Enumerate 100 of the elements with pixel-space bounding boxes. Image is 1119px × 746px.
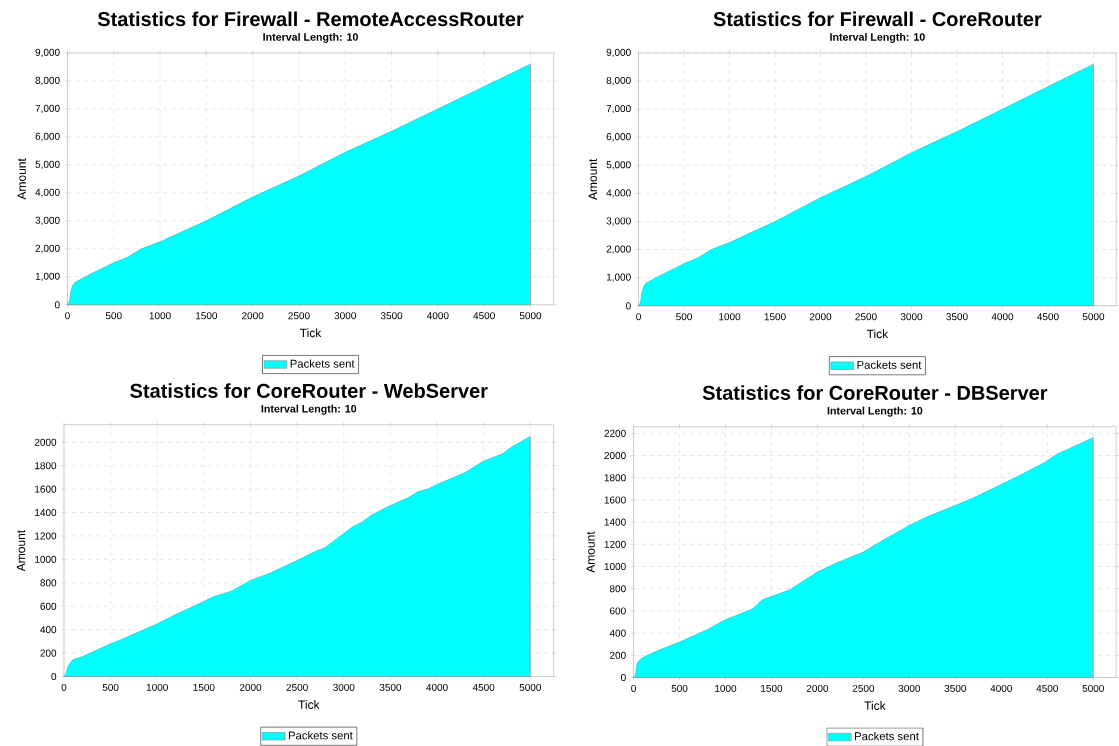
x-tick-label: 4000 bbox=[426, 311, 449, 320]
y-tick-label: 600 bbox=[40, 602, 57, 610]
y-tick-label: 1400 bbox=[604, 518, 626, 526]
x-tick-label: 3500 bbox=[380, 311, 403, 320]
y-tick-label: 7,000 bbox=[35, 104, 60, 113]
x-axis-title: Tick bbox=[300, 328, 322, 337]
y-tick-label: 6,000 bbox=[606, 132, 631, 142]
x-tick-label: 2000 bbox=[806, 684, 829, 692]
legend-label: Packets sent bbox=[290, 359, 355, 368]
y-tick-label: 2000 bbox=[34, 438, 57, 446]
x-tick-label: 3500 bbox=[944, 684, 967, 692]
x-tick-label: 1000 bbox=[719, 312, 741, 321]
chart-title: Statistics for CoreRouter - DBServer bbox=[702, 385, 1048, 400]
y-tick-label: 1600 bbox=[604, 496, 626, 504]
x-tick-label: 3000 bbox=[898, 684, 921, 692]
x-tick-label: 0 bbox=[65, 311, 70, 320]
x-tick-label: 2000 bbox=[242, 311, 264, 320]
x-tick-label: 2500 bbox=[286, 683, 308, 691]
x-tick-label: 4000 bbox=[990, 684, 1013, 692]
y-tick-label: 0 bbox=[621, 673, 626, 681]
y-tick-label: 1800 bbox=[35, 461, 57, 470]
y-tick-label: 1400 bbox=[35, 508, 57, 516]
x-axis-title: Tick bbox=[864, 700, 886, 710]
y-tick-label: 600 bbox=[610, 607, 626, 615]
legend-label: Packets sent bbox=[855, 731, 919, 741]
y-tick-label: 6,000 bbox=[35, 132, 60, 141]
x-tick-label: 5000 bbox=[1082, 684, 1104, 692]
y-tick-label: 4,000 bbox=[606, 189, 631, 198]
x-tick-label: 3500 bbox=[946, 312, 968, 321]
x-tick-label: 3000 bbox=[334, 311, 356, 320]
chart-subtitle: Interval Length: 10 bbox=[261, 404, 357, 415]
y-tick-label: 2200 bbox=[604, 429, 626, 437]
x-tick-label: 1500 bbox=[193, 683, 215, 691]
x-tick-label: 4500 bbox=[473, 311, 495, 320]
x-tick-label: 500 bbox=[102, 683, 119, 691]
y-tick-label: 2,000 bbox=[606, 245, 631, 254]
x-tick-label: 4500 bbox=[1037, 312, 1059, 321]
y-tick-label: 8,000 bbox=[35, 76, 60, 85]
y-tick-label: 1,000 bbox=[606, 273, 631, 282]
x-tick-label: 4000 bbox=[991, 312, 1014, 321]
chart-title: Statistics for Firewall - RemoteAccessRouter bbox=[97, 11, 524, 26]
x-tick-label: 3000 bbox=[900, 312, 923, 321]
y-tick-label: 200 bbox=[610, 651, 626, 659]
x-tick-label: 3500 bbox=[379, 683, 402, 691]
chart-title: Statistics for Firewall - CoreRouter bbox=[713, 11, 1042, 26]
x-tick-label: 4000 bbox=[426, 683, 448, 691]
y-axis-title: Amount bbox=[17, 158, 26, 200]
x-tick-label: 5000 bbox=[519, 311, 542, 320]
y-tick-label: 5,000 bbox=[35, 160, 60, 169]
x-tick-label: 500 bbox=[671, 684, 688, 692]
y-tick-label: 3,000 bbox=[606, 217, 631, 226]
y-tick-label: 5,000 bbox=[606, 160, 631, 170]
x-tick-label: 1000 bbox=[149, 311, 171, 320]
x-tick-label: 0 bbox=[636, 312, 641, 321]
y-tick-label: 7,000 bbox=[606, 104, 631, 114]
legend-label: Packets sent bbox=[288, 730, 353, 740]
y-tick-label: 0 bbox=[54, 301, 60, 309]
x-tick-label: 1500 bbox=[764, 312, 786, 321]
chart-title: Statistics for CoreRouter - WebServer bbox=[130, 383, 488, 398]
x-tick-label: 2500 bbox=[855, 312, 877, 321]
x-tick-label: 4500 bbox=[1036, 684, 1058, 692]
y-tick-label: 9,000 bbox=[606, 48, 631, 57]
y-tick-label: 1000 bbox=[604, 562, 626, 570]
chart-subtitle: Interval Length: 10 bbox=[830, 32, 925, 43]
x-tick-label: 0 bbox=[61, 683, 67, 691]
x-tick-label: 2000 bbox=[809, 312, 832, 321]
y-tick-label: 800 bbox=[609, 584, 626, 593]
x-axis-title: Tick bbox=[866, 329, 889, 338]
y-tick-label: 200 bbox=[40, 649, 57, 657]
y-tick-label: 0 bbox=[626, 302, 631, 310]
y-tick-label: 1200 bbox=[35, 532, 57, 540]
y-tick-label: 4,000 bbox=[35, 188, 60, 197]
x-tick-label: 1500 bbox=[761, 684, 783, 692]
y-tick-label: 1800 bbox=[604, 474, 626, 482]
x-tick-label: 0 bbox=[631, 684, 636, 692]
legend-label: Packets sent bbox=[857, 360, 922, 369]
y-axis-title: Amount bbox=[16, 529, 26, 572]
x-tick-label: 2500 bbox=[852, 684, 875, 692]
x-tick-label: 3000 bbox=[333, 683, 355, 691]
y-tick-label: 2,000 bbox=[35, 244, 60, 253]
x-tick-label: 4500 bbox=[472, 683, 495, 691]
y-tick-label: 1200 bbox=[604, 540, 626, 548]
y-tick-label: 800 bbox=[40, 579, 57, 587]
x-tick-label: 2500 bbox=[288, 311, 310, 320]
y-tick-label: 9,000 bbox=[35, 48, 60, 57]
chart-subtitle: Interval Length: 10 bbox=[263, 32, 358, 43]
x-tick-label: 1000 bbox=[715, 684, 737, 692]
x-tick-label: 500 bbox=[105, 311, 122, 320]
chart-subtitle: Interval Length: 10 bbox=[827, 406, 923, 417]
x-tick-label: 5000 bbox=[519, 683, 542, 691]
y-axis-title: Amount bbox=[586, 531, 595, 573]
x-tick-label: 1000 bbox=[146, 683, 168, 691]
y-tick-label: 1,000 bbox=[35, 272, 60, 281]
x-tick-label: 500 bbox=[676, 312, 692, 321]
y-tick-label: 1000 bbox=[35, 555, 57, 563]
x-tick-label: 5000 bbox=[1082, 312, 1105, 321]
x-tick-label: 2000 bbox=[239, 683, 262, 691]
y-tick-label: 8,000 bbox=[606, 76, 631, 85]
y-axis-title: Amount bbox=[588, 158, 598, 200]
y-tick-label: 0 bbox=[51, 672, 57, 680]
